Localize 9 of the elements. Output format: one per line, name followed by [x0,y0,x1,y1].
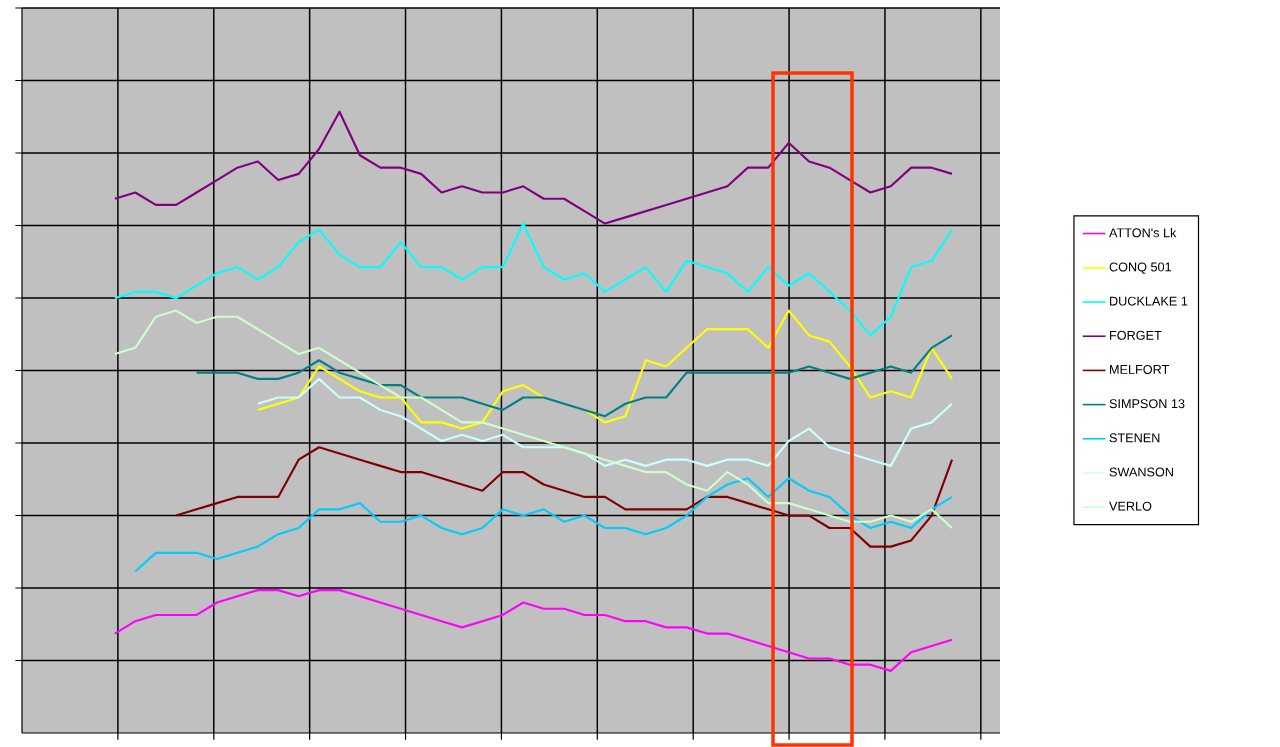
legend-label: VERLO [1109,501,1152,511]
legend-label: SWANSON [1109,467,1173,477]
legend-label: CONQ 501 [1109,262,1171,274]
legend-label: MELFORT [1110,364,1169,374]
legend-label: FORGET [1110,330,1162,340]
legend-label: ATTON's Lk [1109,227,1177,238]
legend-label: SIMPSON 13 [1109,399,1185,409]
legend-label: DUCKLAKE 1 [1110,296,1188,306]
legend-label: STENEN [1109,433,1160,443]
